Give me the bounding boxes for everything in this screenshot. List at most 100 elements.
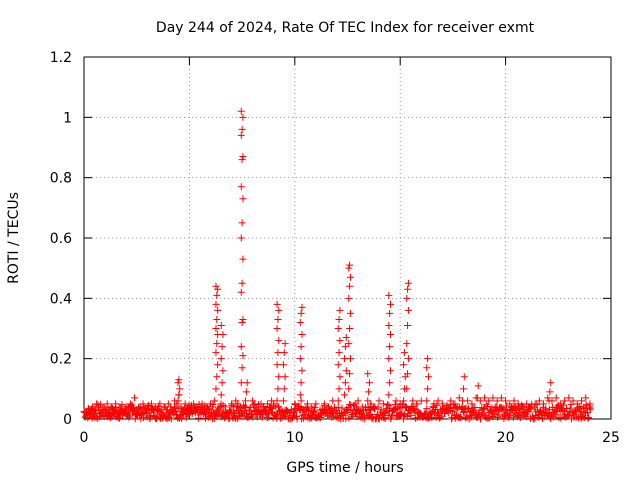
data-point [241,397,249,405]
data-point [346,400,354,408]
data-point [556,400,564,408]
data-point [497,394,505,402]
data-point [274,315,282,323]
data-point [395,403,403,411]
data-point [279,397,287,405]
y-tick-label: 0.6 [50,231,72,247]
data-point [139,414,147,422]
data-point [212,300,220,308]
data-point [346,355,354,363]
data-point [238,125,246,133]
data-point [385,321,393,329]
data-point [214,306,222,314]
data-point [342,334,350,342]
data-point [433,401,441,409]
data-point [214,285,222,293]
data-point [275,337,283,345]
y-tick-label: 1 [63,110,72,126]
data-point [346,273,354,281]
data-point [370,404,378,412]
data-point [237,107,245,115]
data-point [299,406,307,414]
data-point [522,413,530,421]
data-point [386,309,394,317]
data-point [308,403,316,411]
data-point [434,397,442,405]
data-point [540,400,548,408]
x-axis-label: GPS time / hours [286,460,403,476]
data-point [239,315,247,323]
data-point [468,400,476,408]
data-point [341,391,349,399]
data-point [209,403,217,411]
data-point [175,391,183,399]
data-point [342,415,350,423]
data-point [346,282,354,290]
y-tick-labels: 0 0.2 0.4 0.6 0.8 1 1.2 [50,50,72,428]
data-point [217,321,225,329]
data-point [238,318,246,326]
data-point [255,406,263,414]
data-point [404,279,412,287]
data-point [365,388,373,396]
data-point [274,385,282,393]
data-point [192,409,200,417]
data-point [336,373,344,381]
data-point [502,397,510,405]
data-point [438,400,446,408]
data-point [400,397,408,405]
data-point [335,349,343,357]
data-point [196,406,204,414]
data-point [557,414,565,422]
data-point [213,291,221,299]
data-point [173,400,181,408]
data-point [275,306,283,314]
data-point [311,404,319,412]
data-point [334,325,342,332]
data-point [145,409,153,417]
data-point [237,379,245,387]
data-point [101,406,109,414]
data-point [212,325,220,332]
data-point [296,318,304,326]
data-point [564,412,572,420]
data-point [281,373,289,381]
data-point [280,349,288,357]
data-point [346,261,354,269]
y-axis-label: ROTI / TECUs [6,192,22,284]
data-point [297,343,305,351]
data-point [219,331,227,339]
data-point [239,153,247,161]
data-point [266,403,274,411]
data-point [297,397,305,405]
data-point [403,385,411,393]
data-point [582,401,590,409]
data-point [213,373,221,381]
data-point [404,370,412,378]
data-point [400,349,408,357]
data-point [217,400,225,408]
data-point [387,300,395,308]
data-point [312,400,320,408]
data-point [295,403,303,411]
data-point [385,291,393,299]
chart-title: Day 244 of 2024, Rate Of TEC Index for r… [156,20,535,36]
x-tick-label: 5 [185,430,194,446]
data-point [200,409,208,417]
x-tick-label: 15 [391,430,409,446]
data-point [443,403,451,411]
data-point [114,409,122,417]
data-point [274,349,282,357]
data-point [447,397,455,405]
data-point [368,414,376,422]
data-point [336,306,344,314]
data-point [177,415,185,423]
data-point [175,376,183,384]
data-point [485,397,493,405]
data-point [567,400,575,408]
data-point [93,400,101,408]
data-point [385,355,393,363]
data-point [553,408,561,416]
data-point [176,385,184,393]
